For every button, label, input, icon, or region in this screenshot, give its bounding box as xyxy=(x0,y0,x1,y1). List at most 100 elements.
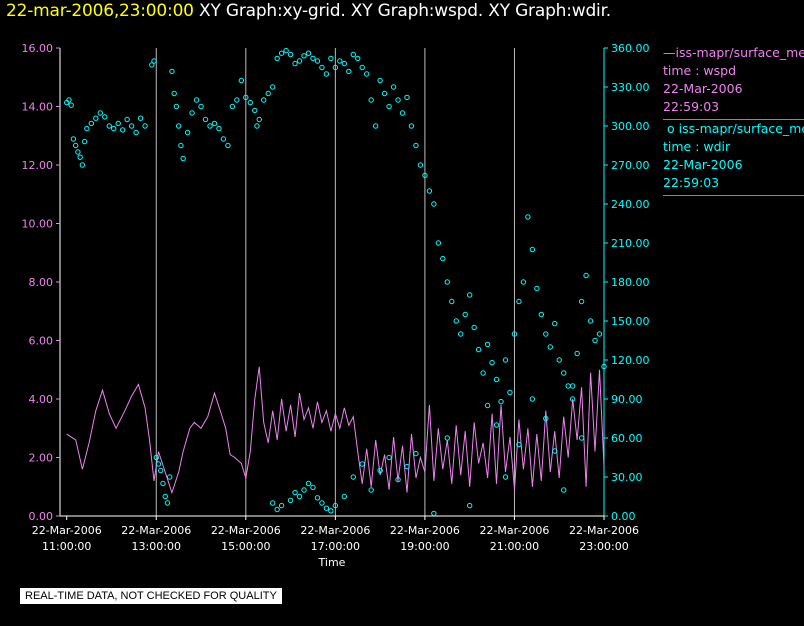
data-point-wdir xyxy=(471,324,477,331)
data-point-wdir xyxy=(596,331,603,337)
y-right-tick-label: 90.00 xyxy=(611,393,643,406)
data-point-wdir xyxy=(66,97,72,103)
data-point-wdir xyxy=(569,396,576,402)
data-point-wdir xyxy=(525,214,531,220)
data-point-wdir xyxy=(381,90,388,97)
data-point-wdir xyxy=(225,142,231,149)
data-point-wdir xyxy=(243,94,249,101)
data-point-wdir xyxy=(207,123,213,129)
data-point-wdir xyxy=(111,125,117,132)
data-point-wdir xyxy=(252,107,258,114)
data-point-wdir xyxy=(484,341,491,348)
data-point-wdir xyxy=(462,311,468,318)
y-left-tick-label: 6.00 xyxy=(29,335,54,348)
y-right-tick-label: 270.00 xyxy=(611,159,650,172)
y-right-tick-label: 180.00 xyxy=(611,276,650,289)
y-right-tick-label: 330.00 xyxy=(611,81,650,94)
data-point-wdir xyxy=(173,103,180,110)
legend-marker-swatch: o xyxy=(663,121,679,136)
data-point-wdir xyxy=(574,350,580,357)
legend-entry-wdir: o iss-mapr/surface_met time : wdir 22-Ma… xyxy=(663,120,804,196)
y-left-tick-label: 8.00 xyxy=(29,276,54,289)
data-point-wdir xyxy=(516,298,522,305)
data-point-wdir xyxy=(578,298,585,305)
data-point-wdir xyxy=(162,493,168,500)
data-point-wdir xyxy=(341,60,348,67)
data-point-wdir xyxy=(137,115,144,121)
data-point-wdir xyxy=(234,97,240,103)
data-point-wdir xyxy=(68,102,74,108)
data-point-wdir xyxy=(115,120,121,127)
data-point-wdir xyxy=(166,474,173,480)
data-point-wdir xyxy=(106,123,112,129)
data-point-wdir xyxy=(359,461,365,467)
x-axis-label: Time xyxy=(318,556,346,569)
data-point-wdir xyxy=(158,467,164,474)
data-point-wdir xyxy=(431,201,437,207)
y-right-tick-label: 120.00 xyxy=(611,354,650,367)
data-point-wdir xyxy=(328,55,334,62)
data-point-wdir xyxy=(552,320,558,327)
x-tick-label-date: 22-Mar-2006 xyxy=(32,524,102,537)
data-point-wdir xyxy=(254,123,260,129)
data-point-wdir xyxy=(88,120,95,127)
x-tick-label-date: 22-Mar-2006 xyxy=(211,524,281,537)
data-point-wdir xyxy=(70,136,77,142)
data-point-wdir xyxy=(435,240,442,246)
data-point-wdir xyxy=(426,188,433,194)
data-point-wdir xyxy=(480,370,486,376)
data-point-wdir xyxy=(169,68,175,75)
data-point-wdir xyxy=(178,142,184,149)
data-point-wdir xyxy=(79,162,86,168)
data-point-wdir xyxy=(569,383,576,389)
data-point-wdir xyxy=(323,71,330,77)
series-line-wspd xyxy=(66,366,605,495)
data-point-wdir xyxy=(274,55,280,62)
data-point-wdir xyxy=(372,123,379,129)
data-point-wdir xyxy=(278,50,285,56)
data-point-wdir xyxy=(247,99,253,106)
data-point-wdir xyxy=(189,110,195,116)
data-point-wdir xyxy=(368,487,374,493)
data-point-wdir xyxy=(171,90,177,97)
data-point-wdir xyxy=(337,58,343,64)
data-point-wdir xyxy=(502,474,509,480)
data-point-wdir xyxy=(561,487,567,493)
data-point-wdir xyxy=(413,450,419,457)
y-left-tick-label: 0.00 xyxy=(29,510,54,523)
data-point-wdir xyxy=(520,279,527,285)
data-point-wdir xyxy=(458,331,464,337)
data-point-wdir xyxy=(332,64,339,71)
data-point-wdir xyxy=(310,484,316,491)
data-point-wdir xyxy=(408,123,415,129)
data-point-wdir xyxy=(543,331,549,337)
data-point-wdir xyxy=(211,120,218,127)
data-point-wdir xyxy=(601,363,607,370)
data-point-wdir xyxy=(417,162,424,168)
data-point-wdir xyxy=(238,77,245,84)
data-point-wdir xyxy=(93,115,99,121)
data-point-wdir xyxy=(561,370,567,376)
legend-wspd-var: time : wspd xyxy=(663,63,737,78)
y-left-tick-label: 10.00 xyxy=(22,218,54,231)
data-point-wdir xyxy=(75,149,81,155)
y-left-tick-label: 2.00 xyxy=(29,452,54,465)
x-tick-label-time: 21:00:00 xyxy=(490,540,539,553)
data-point-wdir xyxy=(133,129,139,136)
data-point-wdir xyxy=(422,172,428,179)
data-point-wdir xyxy=(202,116,209,123)
data-point-wdir xyxy=(368,97,374,103)
data-point-wdir xyxy=(529,246,536,253)
data-point-wdir xyxy=(377,77,383,84)
title-date: 22-mar-2006,23:00:00 xyxy=(6,1,194,21)
data-point-wdir xyxy=(453,318,459,324)
data-point-wdir xyxy=(444,279,450,285)
data-point-wdir xyxy=(547,344,553,350)
data-point-wdir xyxy=(449,298,455,305)
data-point-wdir xyxy=(77,154,83,160)
data-point-wdir xyxy=(404,463,410,470)
data-point-wdir xyxy=(328,508,334,514)
y-left-tick-label: 4.00 xyxy=(29,393,54,406)
data-point-wdir xyxy=(119,127,126,133)
data-point-wdir xyxy=(350,51,356,58)
